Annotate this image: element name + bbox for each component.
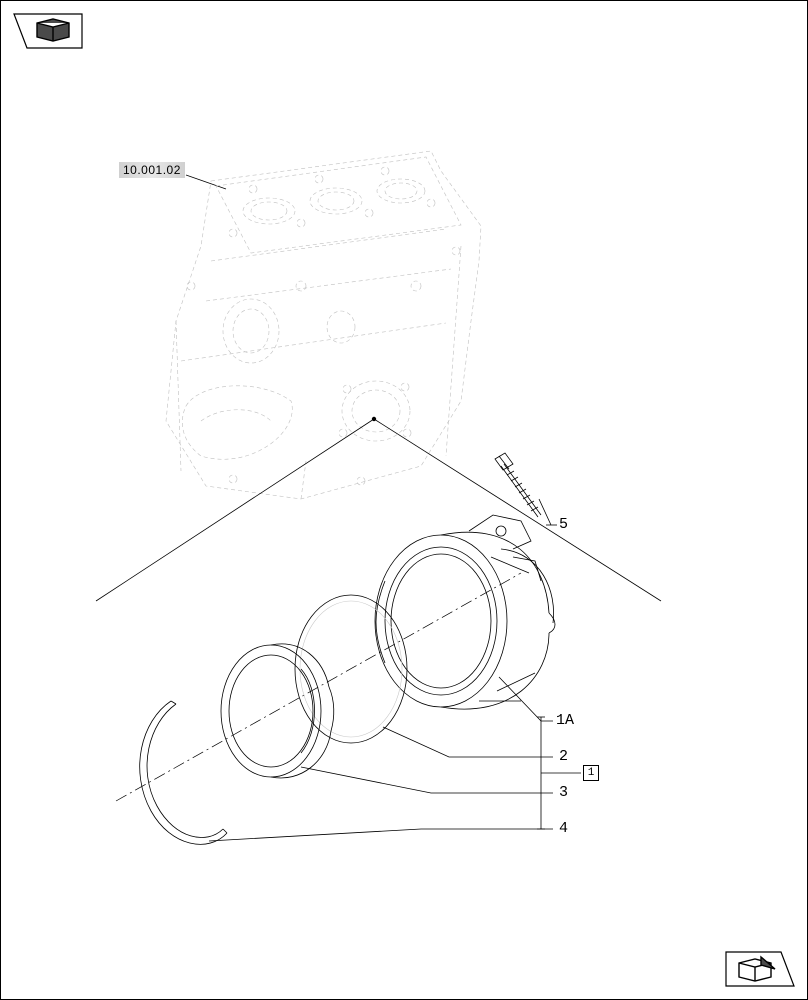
page-frame: 10.001.02 — [0, 0, 808, 1000]
part-bolt — [495, 453, 541, 517]
callout-group-1: 1 — [583, 765, 599, 781]
part-snap-ring — [140, 701, 227, 844]
diagram-canvas — [1, 1, 808, 1000]
callout-4: 4 — [559, 820, 568, 837]
callout-3: 3 — [559, 784, 568, 801]
callout-1a: 1A — [556, 712, 574, 729]
callout-5: 5 — [559, 516, 568, 533]
part-sleeve — [221, 644, 334, 778]
engine-block-outline — [166, 151, 481, 499]
part-housing — [375, 515, 555, 709]
callout-2: 2 — [559, 748, 568, 765]
